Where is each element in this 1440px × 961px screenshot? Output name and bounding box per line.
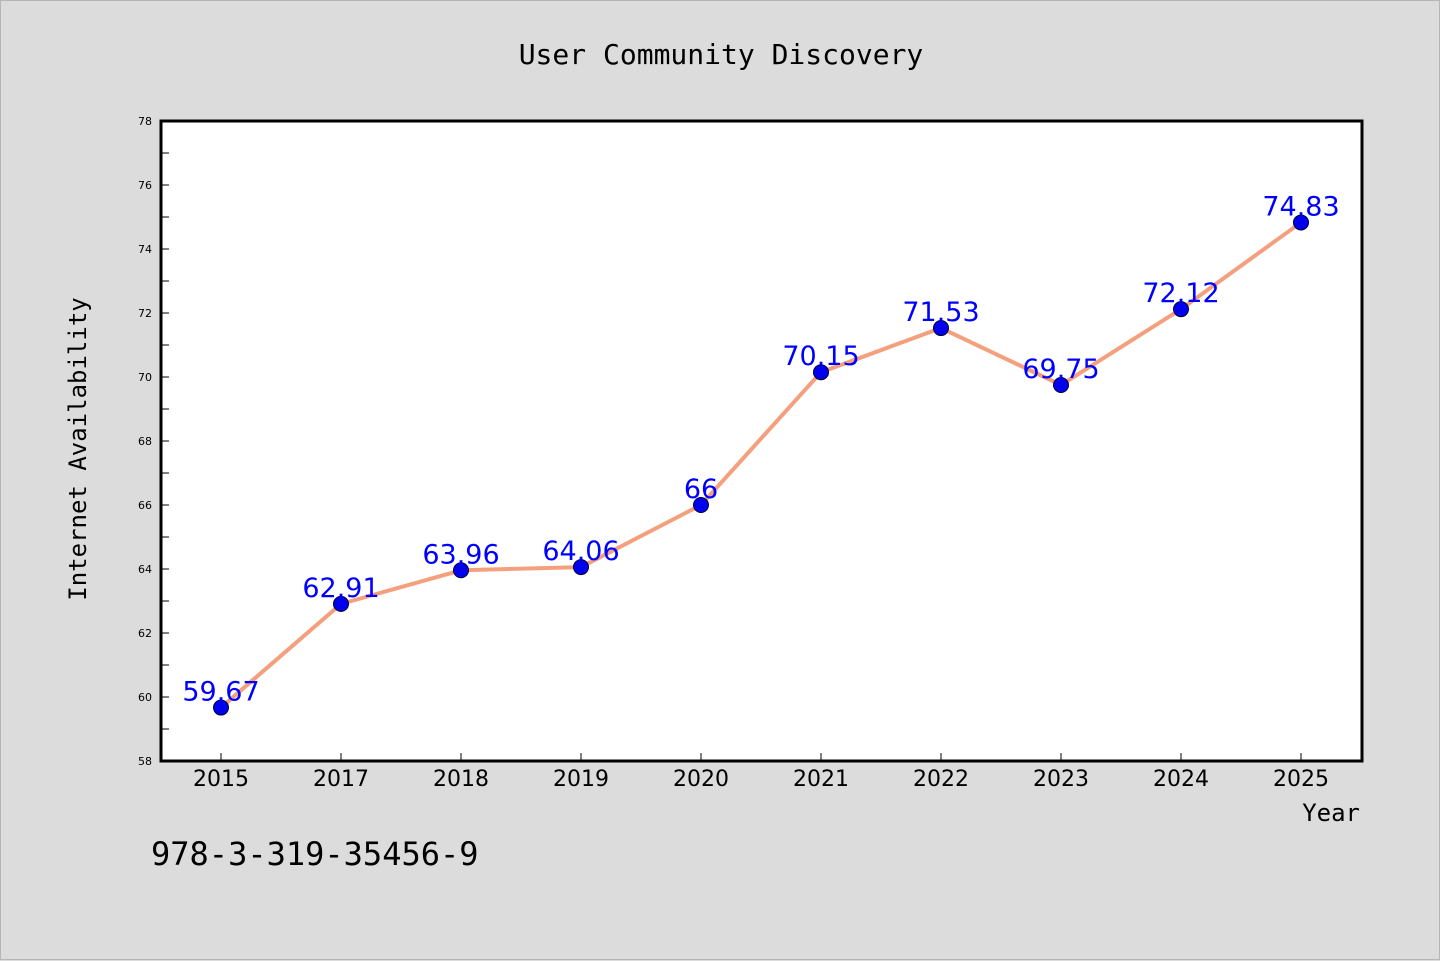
y-tick-label: 68	[138, 435, 152, 448]
x-tick-label: 2024	[1153, 767, 1209, 792]
y-tick-label: 76	[138, 179, 152, 192]
data-point	[813, 364, 829, 381]
x-tick-label: 2021	[793, 767, 849, 792]
data-point	[453, 562, 469, 579]
data-label: 71.53	[902, 297, 979, 328]
x-tick-label: 2017	[313, 767, 369, 792]
series-line	[219, 220, 1303, 710]
data-point	[1173, 301, 1189, 318]
data-label: 64.06	[542, 536, 619, 567]
data-point	[933, 320, 949, 337]
y-tick-label: 78	[138, 115, 152, 128]
data-point	[333, 595, 349, 612]
data-point	[693, 497, 709, 513]
y-tick-label: 70	[138, 371, 152, 384]
y-tick-label: 72	[138, 307, 152, 320]
y-tick-label: 58	[138, 755, 152, 768]
x-tick-label: 2022	[913, 767, 969, 792]
data-label: 70.15	[782, 341, 859, 372]
data-label: 59.67	[182, 677, 259, 708]
footnote-isbn: 978-3-319-35456-9	[151, 835, 479, 873]
x-tick-label: 2019	[553, 767, 609, 792]
data-label: 72.12	[1142, 278, 1219, 309]
x-tick-label: 2025	[1273, 767, 1329, 792]
x-tick-label: 2018	[433, 767, 489, 792]
data-point	[1053, 377, 1069, 393]
x-tick-label: 2023	[1033, 767, 1089, 792]
chart-title: User Community Discovery	[519, 38, 924, 71]
y-tick-label: 60	[138, 691, 152, 704]
x-tick-label: 2015	[193, 767, 249, 792]
data-label: 63.96	[422, 539, 499, 570]
x-tick-label: 2020	[673, 767, 729, 792]
data-label: 69.75	[1022, 354, 1099, 385]
data-label: 74.83	[1262, 191, 1339, 222]
data-point	[573, 559, 589, 576]
data-label: 66	[684, 474, 718, 505]
data-label: 62.91	[302, 573, 379, 604]
x-axis: 2015 2017 2018 2019 2020 2021 2022 2023 2024 2025	[193, 753, 1329, 792]
y-tick-label: 64	[138, 563, 152, 576]
x-axis-label: Year	[1302, 799, 1360, 827]
y-tick-label: 62	[138, 627, 152, 640]
series-layer: 59.67 62.91 63.96 64.06 66 70.15 71.53 69.75 72.…	[182, 191, 1340, 716]
data-point	[1293, 214, 1309, 231]
data-point	[213, 699, 229, 716]
y-axis: 58 60 62 64 66 68 70 72 74 76 78	[138, 115, 169, 768]
y-tick-label: 74	[138, 243, 152, 256]
y-tick-label: 66	[138, 499, 152, 512]
y-axis-label: Internet Availability	[64, 297, 92, 600]
